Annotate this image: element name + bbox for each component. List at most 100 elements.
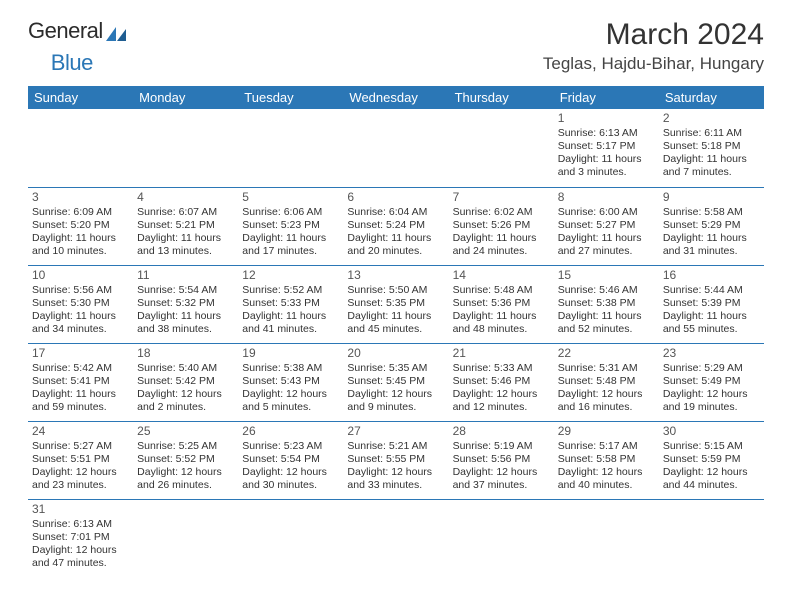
day-day2: and 9 minutes. [347,401,444,414]
day-day1: Daylight: 12 hours [558,466,655,479]
calendar-table: SundayMondayTuesdayWednesdayThursdayFrid… [28,86,764,577]
day-sunset: Sunset: 5:17 PM [558,140,655,153]
day-number: 1 [558,111,655,126]
calendar-cell: 16Sunrise: 5:44 AMSunset: 5:39 PMDayligh… [659,265,764,343]
brand-part1: General [28,18,103,44]
day-number: 26 [242,424,339,439]
day-sunset: Sunset: 5:18 PM [663,140,760,153]
day-sunset: Sunset: 5:23 PM [242,219,339,232]
calendar-cell: 15Sunrise: 5:46 AMSunset: 5:38 PMDayligh… [554,265,659,343]
day-sunset: Sunset: 5:35 PM [347,297,444,310]
day-day2: and 7 minutes. [663,166,760,179]
day-sunset: Sunset: 5:58 PM [558,453,655,466]
calendar-cell [554,499,659,577]
day-number: 30 [663,424,760,439]
day-number: 7 [453,190,550,205]
day-day1: Daylight: 11 hours [558,232,655,245]
day-sunrise: Sunrise: 6:09 AM [32,206,129,219]
day-sunset: Sunset: 5:48 PM [558,375,655,388]
day-number: 13 [347,268,444,283]
weekday-header: Sunday [28,86,133,109]
calendar-cell [449,499,554,577]
day-sunset: Sunset: 5:26 PM [453,219,550,232]
day-sunrise: Sunrise: 5:33 AM [453,362,550,375]
day-sunset: Sunset: 5:39 PM [663,297,760,310]
day-number: 16 [663,268,760,283]
calendar-cell: 4Sunrise: 6:07 AMSunset: 5:21 PMDaylight… [133,187,238,265]
day-number: 8 [558,190,655,205]
day-number: 3 [32,190,129,205]
day-sunrise: Sunrise: 5:27 AM [32,440,129,453]
day-day2: and 10 minutes. [32,245,129,258]
calendar-cell [659,499,764,577]
day-sunrise: Sunrise: 5:23 AM [242,440,339,453]
day-day1: Daylight: 12 hours [453,466,550,479]
calendar-row: 10Sunrise: 5:56 AMSunset: 5:30 PMDayligh… [28,265,764,343]
calendar-cell [238,499,343,577]
day-day1: Daylight: 11 hours [32,310,129,323]
day-day2: and 44 minutes. [663,479,760,492]
day-sunrise: Sunrise: 5:52 AM [242,284,339,297]
day-day2: and 41 minutes. [242,323,339,336]
day-sunrise: Sunrise: 5:48 AM [453,284,550,297]
calendar-cell: 14Sunrise: 5:48 AMSunset: 5:36 PMDayligh… [449,265,554,343]
location-subtitle: Teglas, Hajdu-Bihar, Hungary [543,54,764,74]
day-day1: Daylight: 12 hours [242,388,339,401]
day-sunset: Sunset: 5:54 PM [242,453,339,466]
calendar-cell: 6Sunrise: 6:04 AMSunset: 5:24 PMDaylight… [343,187,448,265]
day-sunrise: Sunrise: 5:44 AM [663,284,760,297]
weekday-header: Wednesday [343,86,448,109]
day-number: 14 [453,268,550,283]
day-day2: and 52 minutes. [558,323,655,336]
day-sunrise: Sunrise: 5:50 AM [347,284,444,297]
day-day2: and 26 minutes. [137,479,234,492]
day-day2: and 37 minutes. [453,479,550,492]
day-day2: and 5 minutes. [242,401,339,414]
calendar-cell: 24Sunrise: 5:27 AMSunset: 5:51 PMDayligh… [28,421,133,499]
day-number: 28 [453,424,550,439]
weekday-header: Saturday [659,86,764,109]
calendar-cell: 27Sunrise: 5:21 AMSunset: 5:55 PMDayligh… [343,421,448,499]
day-day2: and 31 minutes. [663,245,760,258]
day-day1: Daylight: 11 hours [137,232,234,245]
day-sunset: Sunset: 5:43 PM [242,375,339,388]
brand-part2: Blue [51,50,93,76]
day-sunset: Sunset: 7:01 PM [32,531,129,544]
calendar-cell: 31Sunrise: 6:13 AMSunset: 7:01 PMDayligh… [28,499,133,577]
day-sunrise: Sunrise: 5:56 AM [32,284,129,297]
day-sunset: Sunset: 5:33 PM [242,297,339,310]
day-day1: Daylight: 11 hours [663,153,760,166]
day-day2: and 20 minutes. [347,245,444,258]
calendar-cell: 30Sunrise: 5:15 AMSunset: 5:59 PMDayligh… [659,421,764,499]
day-number: 24 [32,424,129,439]
calendar-cell: 29Sunrise: 5:17 AMSunset: 5:58 PMDayligh… [554,421,659,499]
day-day1: Daylight: 12 hours [137,466,234,479]
day-sunset: Sunset: 5:24 PM [347,219,444,232]
day-day2: and 17 minutes. [242,245,339,258]
day-number: 22 [558,346,655,361]
calendar-body: 1Sunrise: 6:13 AMSunset: 5:17 PM Daylight… [28,109,764,577]
calendar-cell: 1Sunrise: 6:13 AMSunset: 5:17 PMDaylight… [554,109,659,187]
day-day2: and 16 minutes. [558,401,655,414]
weekday-header: Friday [554,86,659,109]
day-sunset: Sunset: 5:46 PM [453,375,550,388]
calendar-cell: 9Sunrise: 5:58 AMSunset: 5:29 PMDaylight… [659,187,764,265]
day-sunset: Sunset: 5:55 PM [347,453,444,466]
calendar-row: 1Sunrise: 6:13 AMSunset: 5:17 PM Daylight… [28,109,764,187]
sail-icon [106,21,126,35]
calendar-cell: 28Sunrise: 5:19 AMSunset: 5:56 PMDayligh… [449,421,554,499]
calendar-cell: 8Sunrise: 6:00 AMSunset: 5:27 PMDaylight… [554,187,659,265]
day-number: 17 [32,346,129,361]
day-day1: Daylight: 11 hours [137,310,234,323]
day-sunset: Sunset: 5:56 PM [453,453,550,466]
day-day2: and 30 minutes. [242,479,339,492]
day-sunrise: Sunrise: 5:40 AM [137,362,234,375]
day-number: 9 [663,190,760,205]
day-sunset: Sunset: 5:21 PM [137,219,234,232]
day-number: 25 [137,424,234,439]
calendar-cell: 20Sunrise: 5:35 AMSunset: 5:45 PMDayligh… [343,343,448,421]
day-sunrise: Sunrise: 6:13 AM [558,127,655,140]
calendar-cell [343,109,448,187]
day-sunset: Sunset: 5:29 PM [663,219,760,232]
calendar-header-row: SundayMondayTuesdayWednesdayThursdayFrid… [28,86,764,109]
